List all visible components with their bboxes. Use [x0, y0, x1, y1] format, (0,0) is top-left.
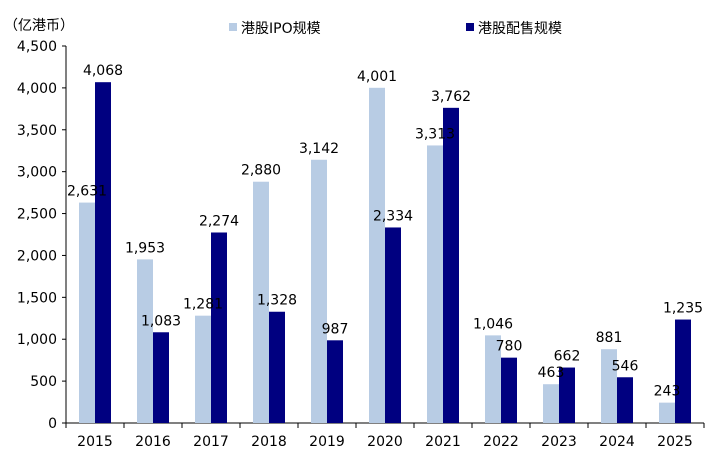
y-axis: 0 500 1,000 1,500 2,000 2,500 3,000 3,500 4,000 4…	[17, 39, 67, 432]
bar-ipo	[195, 315, 211, 423]
bar-ipo	[137, 259, 153, 423]
legend-label-placement: 港股配售规模	[478, 21, 562, 37]
data-label-placement: 1,235	[663, 301, 703, 317]
data-label-ipo: 4,001	[357, 69, 397, 85]
data-label-ipo: 243	[654, 384, 681, 400]
data-label-ipo: 3,142	[299, 141, 339, 157]
bar-ipo	[601, 349, 617, 423]
x-tick-label: 2016	[135, 434, 171, 450]
bar-placement	[617, 377, 633, 423]
bar-placement	[327, 340, 343, 423]
x-tick-label: 2018	[251, 434, 287, 450]
y-tick-label: 3,000	[17, 165, 57, 181]
data-label-placement: 2,334	[373, 208, 413, 224]
bar-placement	[501, 357, 517, 423]
x-tick-label: 2024	[599, 434, 635, 450]
bars	[79, 82, 691, 424]
x-tick-label: 2023	[541, 434, 577, 450]
data-label-placement: 987	[322, 321, 349, 337]
data-label-ipo: 2,880	[241, 163, 281, 179]
bar-placement	[95, 82, 111, 423]
y-unit-label: （亿港币）	[4, 18, 74, 34]
data-label-ipo: 881	[596, 330, 623, 346]
bar-placement	[385, 227, 401, 423]
x-tick-label: 2025	[657, 434, 693, 450]
legend-label-ipo: 港股IPO规模	[241, 21, 321, 37]
legend-swatch-placement	[466, 23, 474, 31]
bar-ipo	[543, 384, 559, 423]
data-label-ipo: 1,046	[473, 316, 513, 332]
legend: 港股IPO规模 港股配售规模	[229, 21, 562, 37]
x-tick-label: 2015	[77, 434, 113, 450]
y-tick-label: 1,500	[17, 290, 57, 306]
bar-ipo	[311, 159, 327, 424]
bar-placement	[153, 332, 169, 423]
data-label-ipo: 463	[538, 365, 565, 381]
bar-placement	[443, 107, 459, 423]
y-tick-label: 1,000	[17, 332, 57, 348]
data-label-ipo: 1,953	[125, 240, 165, 256]
data-label-placement: 3,762	[431, 89, 471, 105]
legend-swatch-ipo	[229, 23, 237, 31]
data-label-ipo: 2,631	[67, 184, 107, 200]
data-label-placement: 1,083	[141, 313, 181, 329]
data-label-ipo: 1,281	[183, 297, 223, 313]
y-tick-label: 500	[30, 374, 57, 390]
y-tick-label: 2,000	[17, 248, 57, 264]
y-tick-label: 4,000	[17, 81, 57, 97]
bar-ipo	[253, 181, 269, 423]
bar-ipo	[659, 402, 675, 423]
data-label-placement: 4,068	[83, 63, 123, 79]
bar-placement	[269, 311, 285, 423]
x-tick-label: 2020	[367, 434, 403, 450]
y-tick-label: 3,500	[17, 123, 57, 139]
bar-placement	[559, 367, 575, 423]
data-label-placement: 662	[554, 349, 581, 365]
data-label-placement: 1,328	[257, 293, 297, 309]
x-axis: 2015 2016 2017 2018 2019 2020 2021 2022 2023 2024…	[65, 422, 705, 450]
bar-ipo	[79, 202, 95, 423]
bar-ipo	[485, 335, 501, 423]
bar-ipo	[427, 145, 443, 424]
y-tick-label: 2,500	[17, 207, 57, 223]
bar-placement	[211, 232, 227, 423]
x-tick-label: 2017	[193, 434, 229, 450]
bar-ipo	[369, 87, 385, 423]
data-label-placement: 2,274	[199, 213, 239, 229]
x-tick-label: 2021	[425, 434, 461, 450]
data-label-ipo: 3,313	[415, 126, 455, 142]
bar-placement	[675, 319, 691, 423]
data-label-placement: 546	[612, 358, 639, 374]
x-tick-label: 2019	[309, 434, 345, 450]
y-tick-label: 0	[48, 416, 57, 432]
data-label-placement: 780	[496, 339, 523, 355]
y-tick-label: 4,500	[17, 39, 57, 55]
x-tick-label: 2022	[483, 434, 519, 450]
